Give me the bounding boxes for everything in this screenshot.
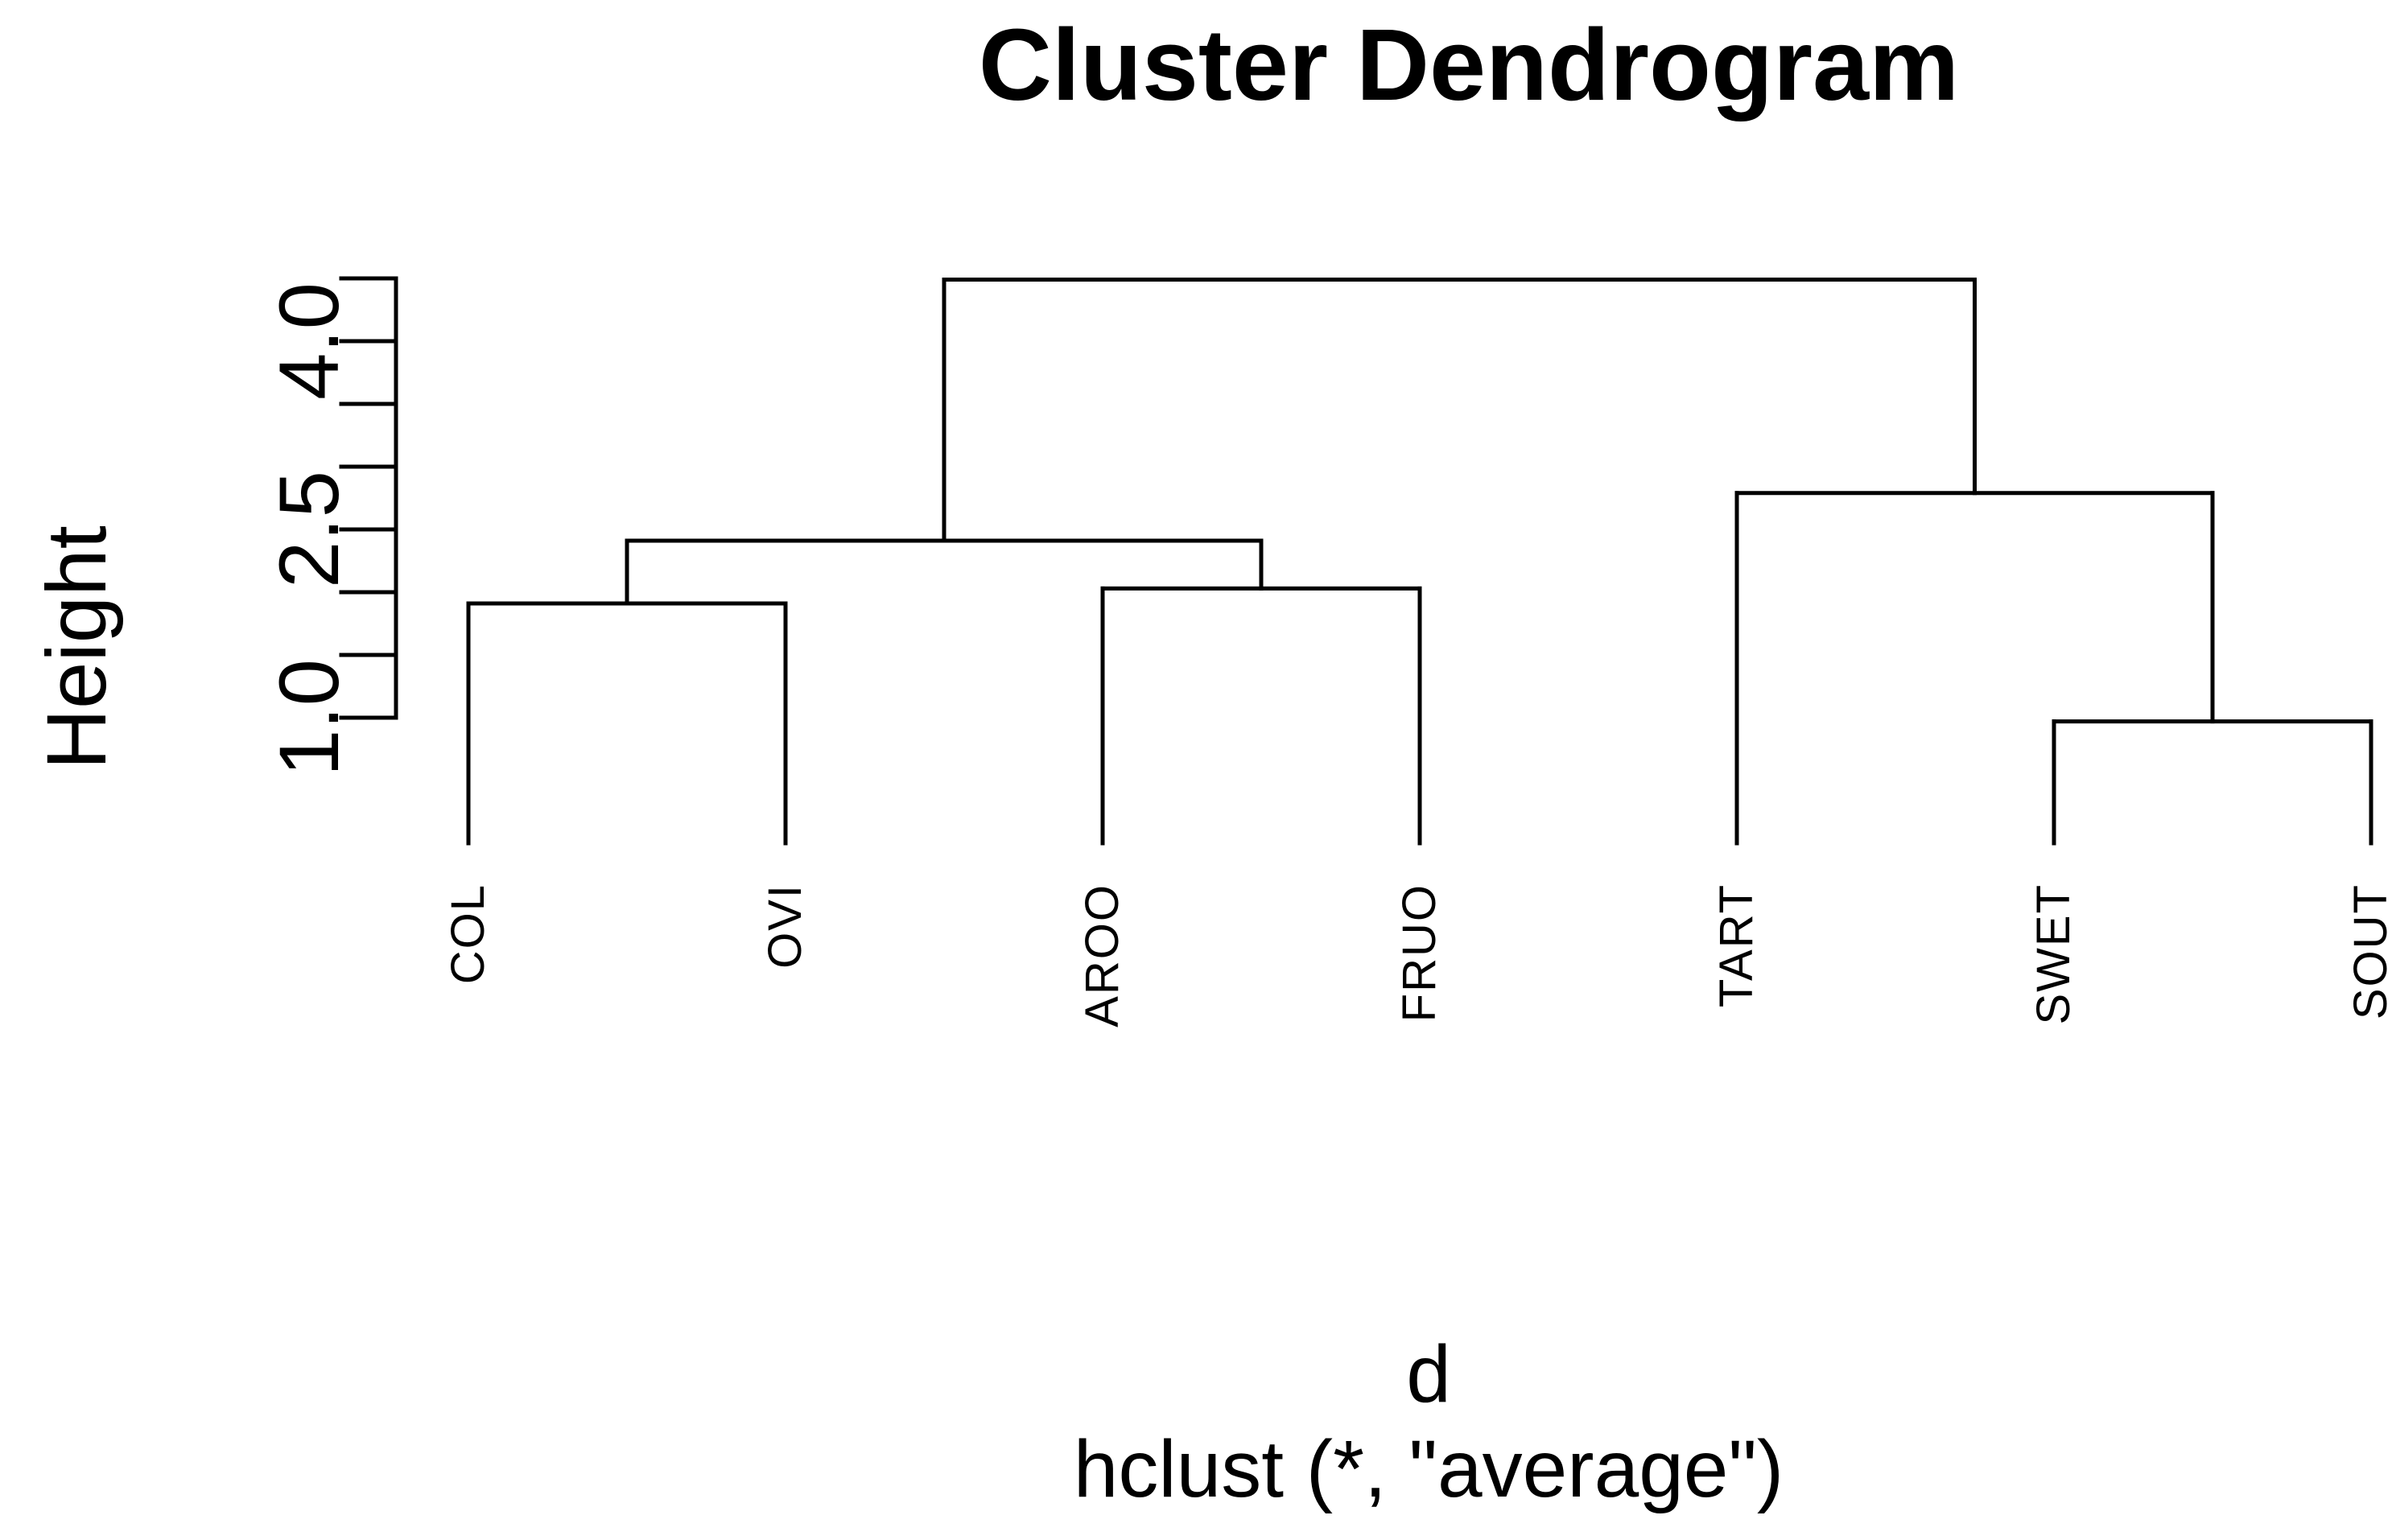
subtitle-hclust-call: hclust (*, "average") [1073, 1424, 1784, 1514]
chart-title: Cluster Dendrogram [978, 8, 1960, 121]
leaf-label-aroo: AROO [1076, 883, 1128, 1027]
x-axis-label: d [1406, 1329, 1451, 1419]
leaf-label-swet: SWET [2027, 883, 2080, 1025]
dendrogram-tree [466, 278, 2373, 846]
leaf-label-col: COL [442, 883, 494, 985]
leaf-label-ovi: OVI [759, 883, 811, 969]
leaf-label-tart: TART [1710, 883, 1763, 1008]
y-axis [339, 276, 398, 720]
y-axis-title: Height [30, 525, 124, 770]
y-tick-label-4.0: 4.0 [262, 282, 357, 400]
leaf-label-fruo: FRUO [1393, 883, 1446, 1023]
leaf-label-sout: SOUT [2345, 883, 2392, 1020]
y-tick-label-2.5: 2.5 [262, 471, 357, 588]
y-tick-label-1.0: 1.0 [262, 659, 357, 776]
